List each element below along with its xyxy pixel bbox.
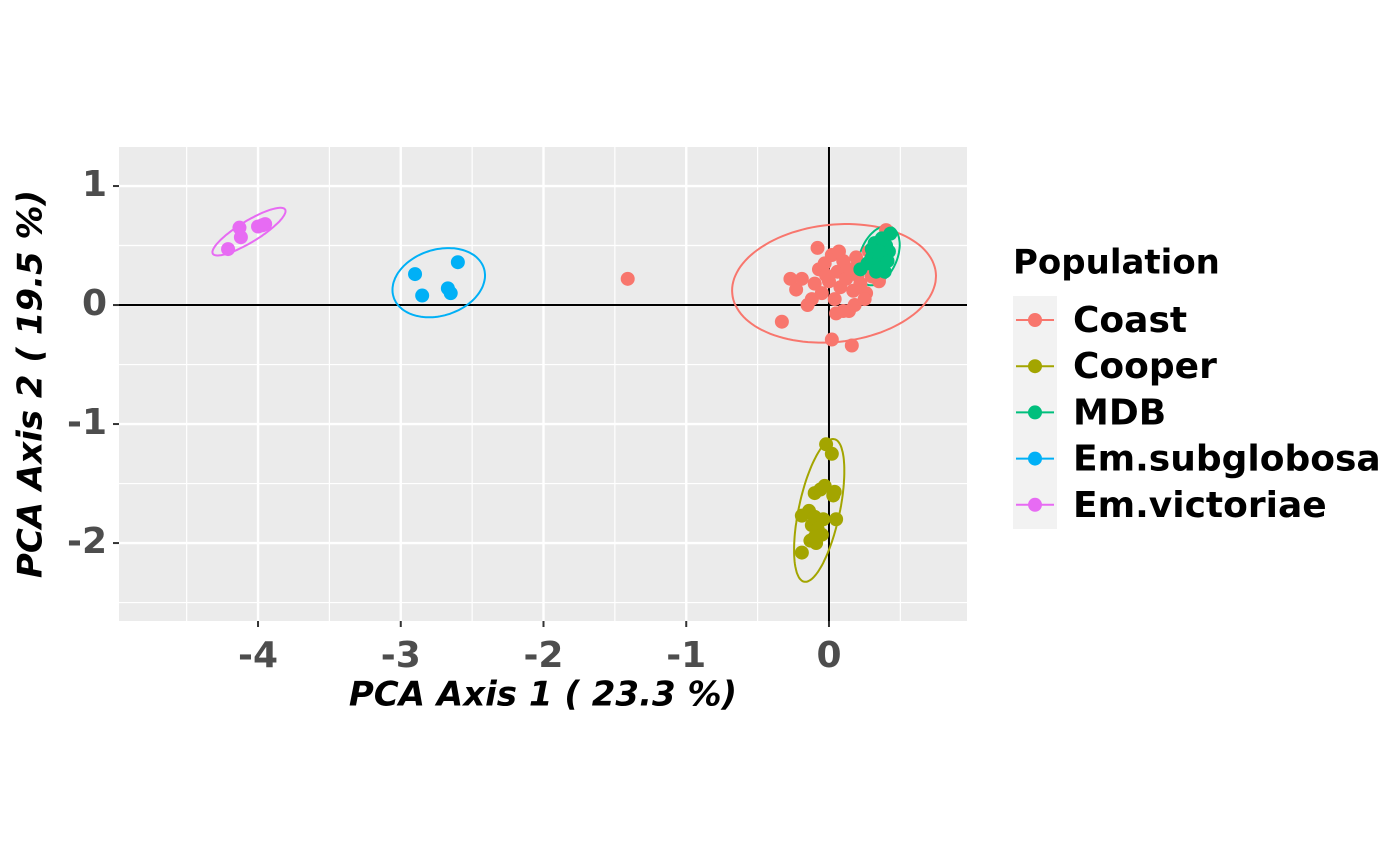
data-point — [819, 268, 834, 283]
data-point — [794, 271, 809, 286]
legend-key-point — [1028, 451, 1042, 466]
data-point — [814, 286, 829, 301]
confidence-ellipse — [793, 437, 846, 583]
confidence-ellipse — [731, 223, 938, 344]
data-point — [824, 332, 839, 347]
y-axis-title: PCA Axis 2 ( 19.5 %) — [11, 190, 51, 578]
x-tick-label: -2 — [523, 635, 563, 676]
data-point — [827, 484, 842, 499]
y-tick-label: -1 — [67, 402, 107, 443]
y-tick-label: 0 — [82, 283, 107, 324]
data-point — [827, 292, 842, 307]
data-point — [221, 242, 236, 257]
legend-label: MDB — [1073, 392, 1166, 433]
data-point — [794, 545, 809, 560]
data-point — [415, 288, 430, 303]
data-point — [620, 271, 635, 286]
data-point — [233, 230, 248, 245]
data-point — [880, 254, 895, 269]
confidence-ellipse — [211, 206, 287, 257]
data-point — [883, 226, 898, 241]
data-point — [829, 512, 844, 527]
data-point — [800, 298, 815, 313]
data-point — [824, 446, 839, 461]
data-point — [871, 244, 886, 259]
data-point — [774, 314, 789, 329]
legend-label: Coast — [1073, 300, 1187, 341]
data-point — [831, 244, 846, 259]
legend-label: Cooper — [1073, 346, 1217, 387]
y-tick-label: -2 — [67, 521, 107, 562]
data-point — [807, 530, 822, 545]
data-point — [829, 306, 844, 321]
legend-title: Population — [1013, 243, 1220, 283]
legend-label: Em.subglobosa — [1073, 439, 1381, 480]
legend-key-point — [1028, 359, 1042, 374]
data-point — [807, 276, 822, 291]
legend-key-point — [1028, 313, 1042, 327]
data-point — [255, 218, 270, 233]
data-point — [844, 338, 859, 353]
legend-label: Em.victoriae — [1073, 485, 1327, 526]
x-axis-title: PCA Axis 1 ( 23.3 %) — [349, 675, 737, 715]
data-point — [810, 240, 825, 255]
confidence-ellipse — [857, 224, 901, 287]
data-point — [408, 267, 423, 282]
y-tick-label: 1 — [82, 164, 107, 205]
confidence-ellipse — [391, 247, 486, 319]
data-point — [783, 271, 798, 286]
data-point — [789, 282, 804, 297]
x-tick-label: -4 — [238, 635, 278, 676]
x-tick-label: -1 — [666, 635, 706, 676]
data-point — [816, 512, 831, 527]
x-tick-label: -3 — [381, 635, 421, 676]
legend-key-point — [1028, 405, 1042, 420]
legend-key-point — [1028, 497, 1042, 512]
x-tick-label: 0 — [816, 635, 841, 676]
data-point — [847, 298, 862, 313]
data-point — [443, 286, 458, 301]
data-point — [450, 255, 465, 270]
data-point — [877, 264, 892, 279]
